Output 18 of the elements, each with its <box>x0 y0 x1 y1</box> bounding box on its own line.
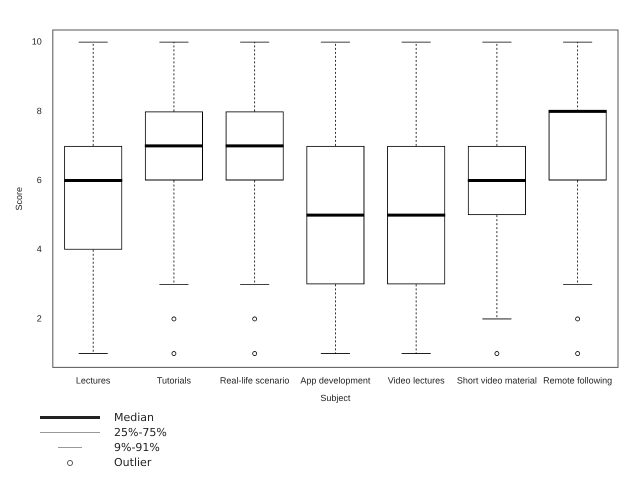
text: Outlier <box>114 456 152 469</box>
y-tick-label: 10 <box>32 36 42 47</box>
x-axis-title: Subject <box>320 393 351 404</box>
x-tick-label: Tutorials <box>156 375 192 386</box>
y-tick-label: 2 <box>36 313 42 324</box>
x-tick-label: Video lectures <box>388 375 446 386</box>
text: 25%-75% <box>114 426 167 439</box>
y-tick-label: 6 <box>36 175 42 186</box>
x-tick-label: App development <box>300 375 371 386</box>
text: 9%-91% <box>114 441 160 454</box>
y-axis-title: Score <box>14 186 24 210</box>
x-tick-label: Short video material <box>456 375 537 386</box>
x-tick-label: Lectures <box>76 375 111 386</box>
y-tick-label: 4 <box>36 244 42 254</box>
x-tick-label: Real-life scenario <box>220 375 290 386</box>
y-tick-label: 8 <box>36 106 42 116</box>
x-tick-label: Remote following <box>543 375 612 386</box>
text: Median <box>114 411 154 424</box>
